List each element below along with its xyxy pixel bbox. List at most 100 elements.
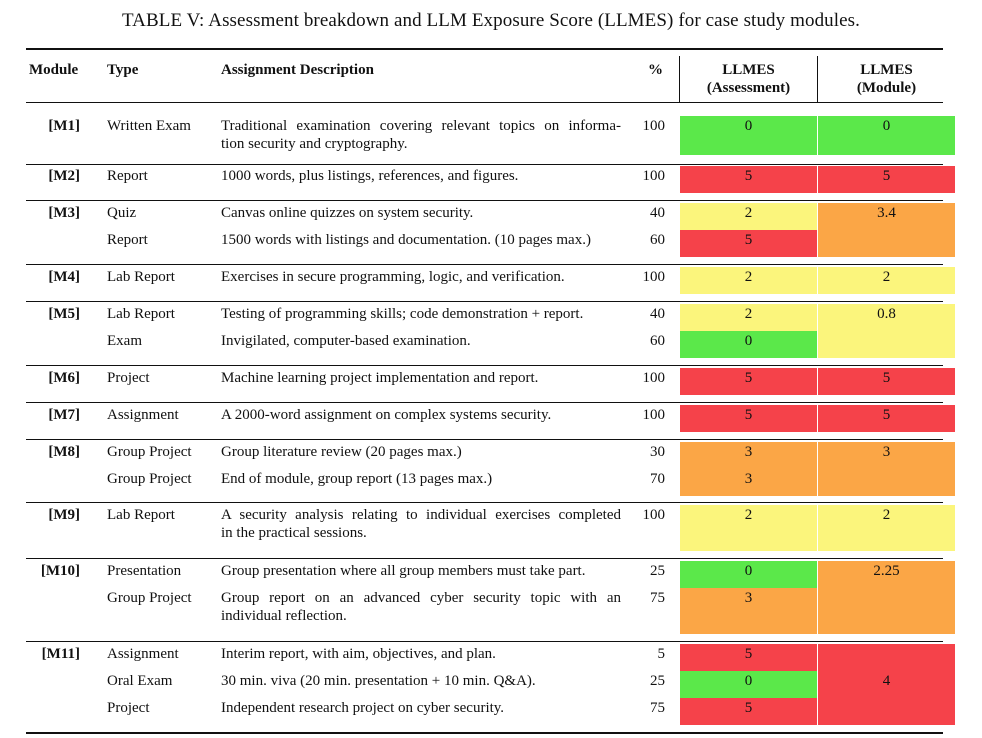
- module-llmes-value: 0.8: [877, 306, 896, 322]
- module-separator-rule: [26, 164, 943, 165]
- module-llmes-value: 5: [882, 168, 891, 184]
- module-id: [M3]: [48, 205, 80, 221]
- assessment-type: Assignment: [107, 646, 179, 662]
- assessment-percent: 5: [657, 646, 666, 662]
- description-line: A security analysis relating to individu…: [221, 507, 621, 523]
- assessment-llmes-value: 0: [744, 673, 753, 689]
- module-llmes-fill: [818, 267, 955, 294]
- module-separator-rule: [26, 102, 943, 103]
- assessment-type: Presentation: [107, 563, 182, 579]
- assessment-llmes-fill: [680, 203, 817, 230]
- assessment-llmes-fill: [680, 505, 817, 551]
- assessment-llmes-value: 5: [744, 407, 753, 423]
- assessment-type: Exam: [107, 333, 142, 349]
- assessment-llmes-value: 2: [744, 205, 753, 221]
- assessment-description: 1500 words with listings and documentati…: [221, 231, 621, 249]
- module-separator-rule: [26, 301, 943, 302]
- assessment-type: Written Exam: [107, 118, 191, 134]
- description-line: Interim report, with aim, objectives, an…: [221, 646, 496, 662]
- header-percent: %: [648, 62, 663, 78]
- assessment-description: Exercises in secure programming, logic, …: [221, 268, 621, 286]
- vertical-rule-middle: [817, 56, 818, 102]
- assessment-llmes-value: 5: [744, 370, 753, 386]
- assessment-type: Oral Exam: [107, 673, 173, 689]
- assessment-llmes-fill: [680, 405, 817, 432]
- assessment-description: Invigilated, computer-based examination.: [221, 332, 621, 350]
- assessment-description: 1000 words, plus listings, references, a…: [221, 167, 621, 185]
- assessment-llmes-value: 5: [744, 168, 753, 184]
- assessment-percent: 75: [650, 590, 665, 606]
- module-llmes-value: 3: [882, 444, 891, 460]
- assessment-percent: 30: [650, 444, 665, 460]
- module-llmes-fill: [818, 203, 955, 257]
- module-llmes-fill: [818, 405, 955, 432]
- assessment-description: A 2000-word assignment on complex system…: [221, 406, 621, 424]
- module-llmes-fill: [818, 442, 955, 496]
- description-line: A 2000-word assignment on complex system…: [221, 407, 552, 423]
- module-llmes-fill: [818, 561, 955, 634]
- assessment-percent: 100: [642, 269, 666, 285]
- assessment-percent: 100: [642, 370, 666, 386]
- module-separator-rule: [26, 264, 943, 265]
- description-line: 1000 words, plus listings, references, a…: [221, 168, 519, 184]
- module-separator-rule: [26, 200, 943, 201]
- header-llmes-assessment-line1: LLMES: [722, 62, 775, 78]
- header-llmes-assessment: LLMES (Assessment): [680, 61, 817, 97]
- assessment-llmes-value: 0: [744, 333, 753, 349]
- header-module: Module: [29, 62, 79, 78]
- module-id: [M10]: [40, 563, 80, 579]
- header-llmes-module: LLMES (Module): [818, 61, 955, 97]
- description-line: Group presentation where all group membe…: [221, 563, 586, 579]
- assessment-type: Quiz: [107, 205, 137, 221]
- top-rule: [26, 48, 943, 50]
- module-llmes-value: 2: [882, 507, 891, 523]
- assessment-llmes-fill: [680, 304, 817, 331]
- module-llmes-fill: [818, 368, 955, 395]
- assessment-llmes-value: 5: [744, 646, 753, 662]
- assessment-type: Lab Report: [107, 507, 175, 523]
- assessment-type: Assignment: [107, 407, 179, 423]
- module-id: [M11]: [41, 646, 80, 662]
- assessment-percent: 100: [642, 118, 666, 134]
- module-separator-rule: [26, 402, 943, 403]
- assessment-llmes-value: 2: [744, 507, 753, 523]
- bottom-rule: [26, 732, 943, 734]
- description-line: 30 min. viva (20 min. presentation + 10 …: [221, 673, 536, 689]
- module-llmes-fill: [818, 644, 955, 725]
- assessment-percent: 40: [650, 306, 665, 322]
- assessment-llmes-fill: [680, 230, 817, 257]
- assessment-percent: 60: [650, 232, 665, 248]
- module-llmes-value: 2.25: [873, 563, 900, 579]
- module-id: [M7]: [48, 407, 80, 423]
- assessment-percent: 70: [650, 471, 665, 487]
- assessment-description: Traditional examination covering relevan…: [221, 117, 621, 153]
- assessment-llmes-fill: [680, 561, 817, 588]
- module-separator-rule: [26, 502, 943, 503]
- assessment-description: Independent research project on cyber se…: [221, 699, 621, 717]
- module-llmes-fill: [818, 505, 955, 551]
- assessment-type: Project: [107, 700, 150, 716]
- header-description: Assignment Description: [221, 62, 374, 78]
- description-line: Group report on an advanced cyber securi…: [221, 590, 621, 606]
- module-llmes-value: 0: [882, 118, 891, 134]
- module-separator-rule: [26, 365, 943, 366]
- assessment-llmes-fill: [680, 442, 817, 469]
- assessment-description: A security analysis relating to individu…: [221, 506, 621, 542]
- assessment-type: Report: [107, 168, 148, 184]
- header-llmes-assessment-line2: (Assessment): [706, 80, 791, 96]
- header-llmes-module-line1: LLMES: [860, 62, 913, 78]
- module-llmes-value: 3.4: [877, 205, 896, 221]
- assessment-description: Group literature review (20 pages max.): [221, 443, 621, 461]
- vertical-rule-left: [679, 56, 680, 102]
- assessment-llmes-value: 5: [744, 700, 753, 716]
- module-llmes-value: 2: [882, 269, 891, 285]
- assessment-percent: 60: [650, 333, 665, 349]
- module-id: [M5]: [48, 306, 80, 322]
- assessment-description: Group presentation where all group membe…: [221, 562, 621, 580]
- assessment-llmes-value: 2: [744, 269, 753, 285]
- assessment-llmes-value: 0: [744, 563, 753, 579]
- assessment-percent: 75: [650, 700, 665, 716]
- assessment-percent: 25: [650, 563, 665, 579]
- module-id: [M9]: [48, 507, 80, 523]
- assessment-description: Group report on an advanced cyber securi…: [221, 589, 621, 625]
